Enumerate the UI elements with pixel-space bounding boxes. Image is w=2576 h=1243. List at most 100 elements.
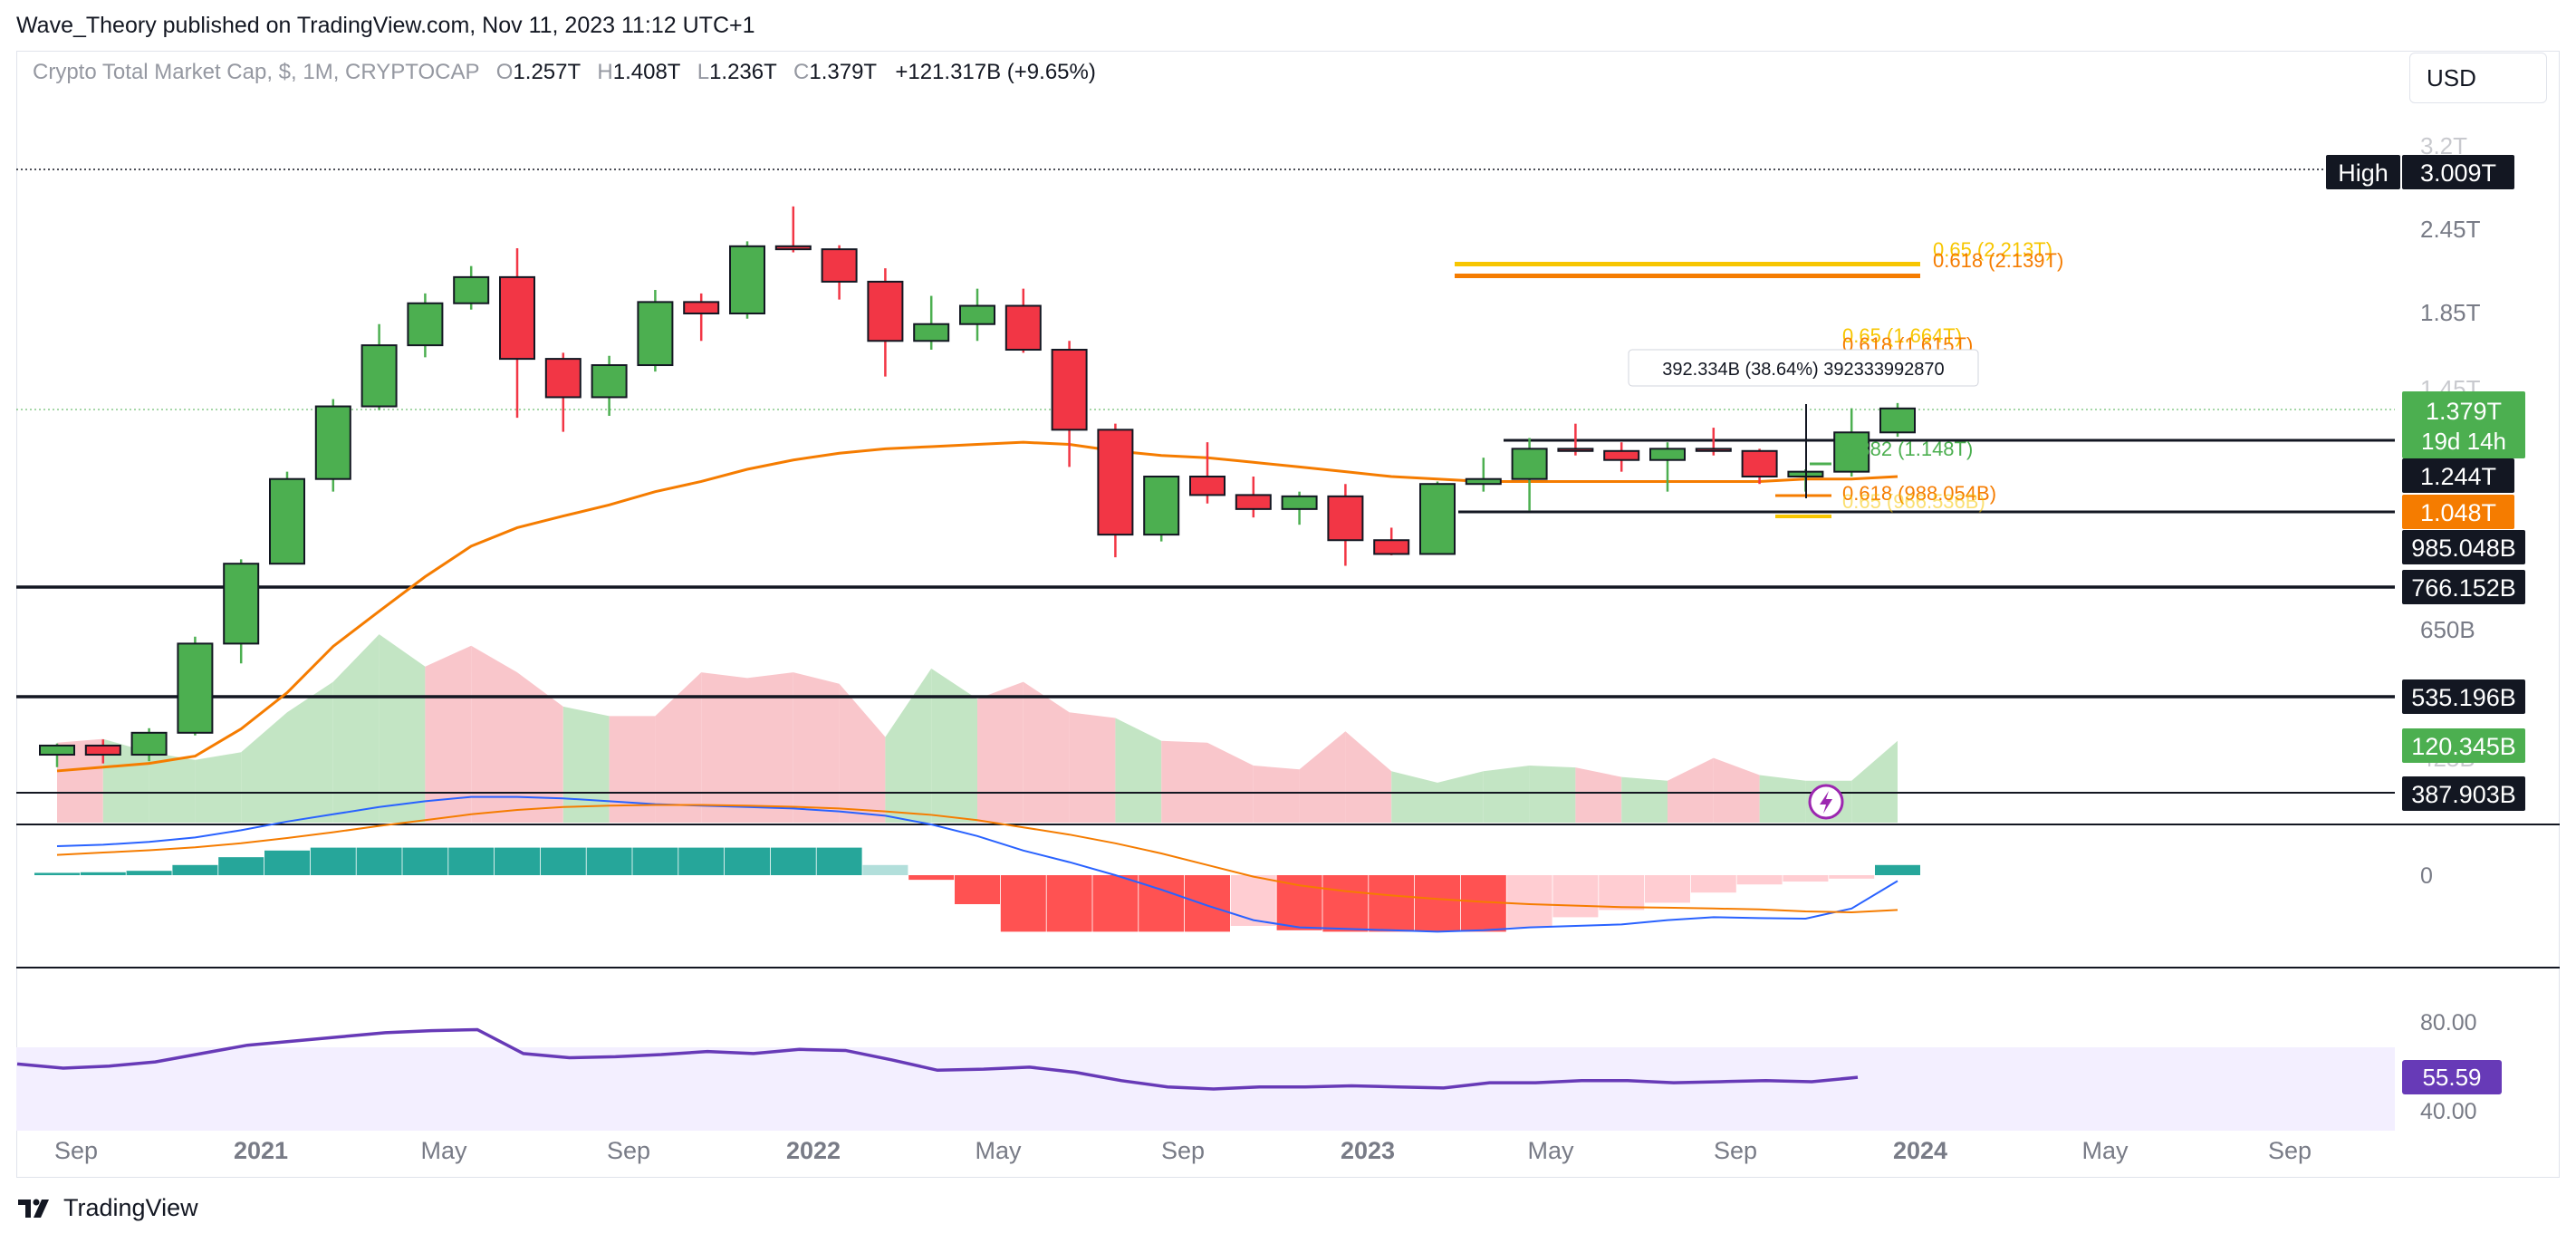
time-tick: May — [420, 1137, 467, 1164]
volume-segment — [1391, 771, 1437, 823]
fib-label: 0.618 (988.054B) — [1842, 482, 1996, 505]
low-value: 1.236T — [709, 60, 777, 84]
price-tick: 2.45T — [2420, 216, 2481, 243]
macd-histogram-bar — [1736, 875, 1783, 885]
time-tick: May — [2081, 1137, 2129, 1164]
time-tick: May — [975, 1137, 1022, 1164]
time-axis: Sep 2021 May Sep 2022 May Sep 2023 May Sep 2024 May… — [54, 1137, 2312, 1164]
level-label-387: 387.903B — [2411, 781, 2516, 808]
macd-histogram-bar — [218, 857, 264, 875]
macd-histogram-bar — [955, 875, 1000, 904]
level-label-985-bg — [2402, 530, 2525, 564]
macd-histogram-bar — [126, 871, 172, 875]
volume-segment — [1161, 740, 1207, 823]
fibonacci-levels: 0.65 (2.213T)0.618 (2.139T) 0.65 (1.664T)… — [1455, 238, 2063, 518]
macd-histogram-bar — [1506, 875, 1552, 928]
candle-body — [1143, 475, 1180, 536]
macd-histogram-bar — [1139, 875, 1185, 932]
volume-segment — [1713, 757, 1760, 823]
macd-histogram-bar — [1552, 875, 1599, 918]
tradingview-brand[interactable]: TradingView — [18, 1194, 198, 1222]
macd-histogram-bar — [816, 847, 862, 875]
volume-segment — [517, 672, 563, 823]
candle-body — [1695, 448, 1732, 452]
macd-line — [56, 795, 1898, 933]
high-value: 1.408T — [612, 60, 681, 84]
level-label-766-bg — [2402, 570, 2525, 604]
open-value: 1.257T — [513, 60, 581, 84]
volume-segment — [1069, 712, 1116, 823]
measure-label: 392.334B (38.64%) 392333992870 — [1662, 360, 1944, 380]
signal-line — [56, 804, 1898, 913]
volume-segment — [1207, 742, 1254, 823]
macd-histogram-bar — [402, 847, 448, 875]
macd-histogram-bar — [908, 875, 955, 881]
published-by-text: Wave_Theory published on TradingView.com… — [16, 13, 755, 38]
high-value-label-bg — [2402, 155, 2514, 189]
macd-histogram-bar — [1369, 875, 1415, 932]
candle-body — [1603, 449, 1640, 461]
macd-histogram-bar — [1046, 875, 1092, 932]
countdown-label: 19d 14h — [2421, 428, 2506, 455]
lightning-glyph — [1820, 791, 1832, 814]
high-tag: High — [2338, 159, 2389, 187]
macd-histogram-bar — [1185, 875, 1230, 932]
time-tick: May — [1527, 1137, 1574, 1164]
volume-segment — [747, 672, 793, 823]
rsi-tick: 80.00 — [2420, 1010, 2477, 1036]
volume-segment — [701, 672, 747, 823]
currency-selector[interactable]: USD — [2409, 53, 2547, 103]
chart-frame — [16, 51, 2560, 1178]
macd-histogram-bar — [1230, 875, 1276, 926]
level-label-1244: 1.244T — [2420, 463, 2496, 490]
open-label: O — [495, 60, 514, 84]
close-value: 1.379T — [809, 60, 877, 84]
fib-line-0-65-lower — [1775, 515, 1831, 518]
volume-segment — [655, 672, 702, 823]
candle-body — [959, 304, 995, 325]
rsi-current-value: 55.59 — [2422, 1064, 2481, 1091]
candles — [39, 206, 1916, 767]
ema-value-label: 1.048T — [2420, 499, 2496, 526]
symbol-legend: Crypto Total Market Cap, $, 1M, CRYPTOCA… — [33, 60, 1096, 85]
time-tick: Sep — [607, 1137, 650, 1164]
volume-value-label-bg — [2402, 728, 2525, 763]
macd-histogram-bar — [632, 847, 678, 875]
time-tick: Sep — [2268, 1137, 2312, 1164]
candle-body — [1235, 494, 1272, 510]
macd-histogram-bar — [1783, 875, 1829, 882]
candle-body — [1511, 448, 1548, 480]
macd-histogram-bar — [1690, 875, 1736, 893]
macd-histogram-bar — [264, 850, 310, 875]
volume-segment — [332, 634, 380, 823]
macd-histogram-bar — [172, 864, 218, 875]
macd-histogram-bar — [1000, 875, 1046, 932]
volume-segment — [1851, 740, 1898, 823]
high-label: H — [597, 60, 613, 84]
volume-segment — [1115, 718, 1162, 823]
macd-histogram-bar — [678, 847, 725, 875]
macd-histogram-bar — [310, 847, 356, 875]
volume-segment — [1437, 771, 1484, 823]
time-tick: Sep — [1161, 1137, 1205, 1164]
price-tick: 1.85T — [2420, 299, 2481, 326]
rsi-current-badge — [2402, 1060, 2502, 1094]
volume-segment — [885, 668, 932, 823]
candle-body — [1097, 429, 1134, 536]
level-label-387-bg — [2402, 776, 2525, 811]
macd-histogram-bar — [540, 847, 586, 875]
level-label-766: 766.152B — [2411, 574, 2516, 602]
measure-label-box — [1628, 349, 1979, 387]
macd-histogram-bar — [34, 872, 80, 875]
volume-segment — [425, 645, 472, 823]
ema-value-label-bg — [2402, 495, 2514, 529]
volume-segment — [287, 681, 333, 823]
volume-segment — [1299, 731, 1346, 823]
candle-body — [177, 642, 214, 734]
macd-histogram-bar — [1322, 875, 1369, 932]
current-price-bg — [2402, 391, 2525, 458]
macd-histogram-bar — [725, 847, 770, 875]
volume-segment — [609, 716, 656, 823]
candle-body — [453, 275, 490, 304]
